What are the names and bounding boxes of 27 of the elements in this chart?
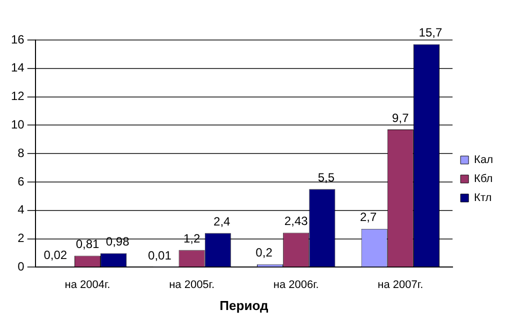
y-tick-label: 0 — [18, 260, 25, 274]
x-tick-label: на 2005г. — [169, 278, 215, 291]
data-label: 5,5 — [318, 170, 335, 184]
y-tick-label: 4 — [18, 202, 25, 217]
data-label: 15,7 — [418, 26, 442, 40]
y-tick-label: 6 — [18, 174, 25, 188]
y-tick-label: 12 — [10, 89, 25, 104]
y-tick-label: 2 — [18, 231, 25, 246]
legend-label: Ктл — [474, 192, 492, 204]
data-label: 9,7 — [392, 110, 410, 125]
legend-label: Кбл — [474, 173, 493, 186]
legend-label: Кал — [474, 154, 494, 166]
x-tick-label: на 2004г. — [64, 278, 110, 291]
data-label: 2,4 — [214, 214, 231, 228]
data-label: 2,43 — [284, 214, 308, 228]
data-label: 0,81 — [76, 237, 100, 252]
x-tick-label: на 2006г. — [273, 278, 319, 291]
x-tick-label: на 2007г. — [378, 278, 424, 291]
data-label: 0,2 — [256, 246, 273, 260]
y-tick-label: 8 — [18, 146, 25, 160]
y-tick-label: 14 — [10, 60, 25, 75]
y-tick-label: 10 — [10, 118, 25, 132]
y-tick-label: 16 — [10, 32, 25, 46]
data-label: 2,7 — [360, 210, 377, 224]
x-axis-title: Период — [220, 298, 269, 313]
data-label: 0,01 — [148, 248, 172, 262]
data-label: 0,02 — [44, 248, 68, 262]
